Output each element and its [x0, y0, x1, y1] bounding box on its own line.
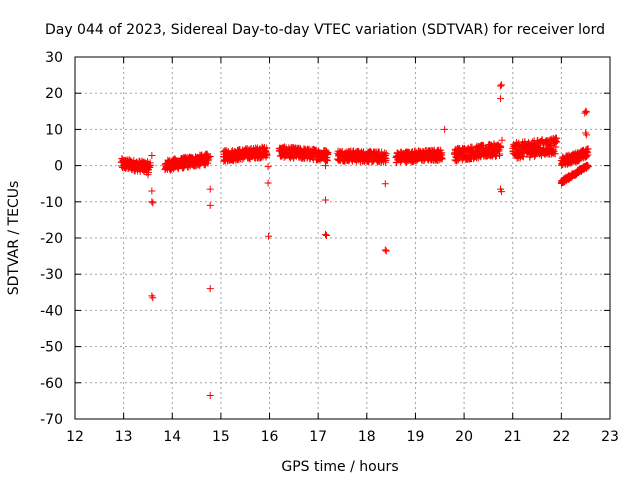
data-point: [438, 155, 446, 163]
x-tick-labels: 12 13 14 15 16 17 18 19 20 21 22 23: [66, 429, 619, 445]
outlier-point: [206, 185, 214, 193]
outlier-point: [206, 153, 214, 161]
outlier-point: [148, 151, 156, 159]
x-tick-label: 19: [407, 429, 425, 445]
data-point: [584, 145, 592, 153]
x-tick-label: 23: [601, 429, 619, 445]
data-point: [496, 150, 504, 158]
y-tick-label: -10: [40, 195, 63, 211]
x-tick-label: 20: [455, 429, 473, 445]
outlier-point: [264, 179, 272, 187]
x-tick-label: 14: [163, 429, 181, 445]
x-tick-label: 12: [66, 429, 84, 445]
x-tick-label: 22: [552, 429, 570, 445]
y-tick-label: -20: [40, 231, 63, 247]
data-band: [509, 134, 560, 162]
data-band: [450, 140, 505, 165]
data-band: [557, 161, 592, 187]
y-tick-label: -50: [40, 340, 63, 356]
chart-title: Day 044 of 2023, Sidereal Day-to-day VTE…: [45, 22, 605, 38]
outlier-point: [206, 391, 214, 399]
outlier-point: [441, 125, 449, 133]
x-tick-label: 15: [212, 429, 230, 445]
data-point: [553, 134, 560, 142]
y-axis-label: SDTVAR / TECUs: [6, 181, 22, 296]
y-tick-labels: -70 -60 -50 -40 -30 -20 -10 0 10 20 30: [40, 50, 63, 428]
outlier-point: [583, 131, 591, 139]
x-tick-label: 13: [115, 429, 133, 445]
x-tick-label: 18: [358, 429, 376, 445]
y-tick-label: -70: [40, 412, 63, 428]
x-tick-label: 21: [504, 429, 522, 445]
y-tick-label: 20: [45, 86, 63, 102]
outlier-point: [581, 109, 589, 117]
y-tick-label: -40: [40, 303, 63, 319]
data-point: [263, 144, 271, 152]
data-points: [117, 81, 592, 399]
outlier-point: [583, 108, 591, 116]
outlier-point: [148, 292, 156, 300]
plot-frame: [74, 56, 611, 420]
data-point: [146, 161, 154, 169]
data-band: [392, 146, 446, 167]
y-tick-label: -60: [40, 376, 63, 392]
outlier-point: [582, 107, 590, 115]
outlier-point: [149, 294, 157, 302]
outlier-point: [148, 187, 156, 195]
outlier-point: [498, 136, 506, 144]
y-tick-label: 30: [45, 50, 63, 66]
data-point: [438, 149, 446, 157]
data-band: [161, 150, 213, 174]
data-point: [324, 148, 332, 156]
outlier-point: [381, 246, 389, 254]
data-band: [557, 145, 592, 169]
outlier-point: [206, 285, 214, 293]
data-band: [334, 147, 390, 166]
data-band: [219, 143, 271, 165]
data-point: [497, 143, 505, 151]
outlier-point: [265, 232, 273, 240]
x-axis-label: GPS time / hours: [281, 459, 398, 475]
outlier-point: [264, 163, 272, 171]
outlier-point: [149, 199, 157, 207]
outlier-point: [321, 230, 329, 238]
outlier-point: [144, 171, 152, 179]
data-point: [551, 150, 559, 158]
outlier-point: [497, 82, 505, 90]
outlier-point: [498, 188, 506, 196]
outlier-point: [206, 201, 214, 209]
outlier-point: [322, 231, 330, 239]
data-point: [584, 151, 592, 159]
y-tick-label: 0: [54, 159, 63, 175]
outlier-point: [497, 95, 505, 103]
outlier-point: [321, 196, 329, 204]
data-band: [275, 143, 332, 165]
data-point: [263, 151, 271, 159]
y-tick-label: -30: [40, 267, 63, 283]
outlier-point: [148, 198, 156, 206]
x-tick-label: 16: [261, 429, 279, 445]
x-tick-label: 17: [309, 429, 327, 445]
data-band: [117, 154, 154, 177]
data-point: [584, 163, 592, 171]
outlier-point: [498, 81, 506, 89]
outlier-point: [321, 162, 329, 170]
y-tick-label: 10: [45, 122, 63, 138]
outlier-point: [582, 129, 590, 137]
data-point: [382, 150, 390, 158]
grid-lines: [75, 57, 610, 419]
outlier-point: [382, 247, 390, 255]
data-point: [519, 153, 527, 161]
outlier-point: [381, 180, 389, 188]
